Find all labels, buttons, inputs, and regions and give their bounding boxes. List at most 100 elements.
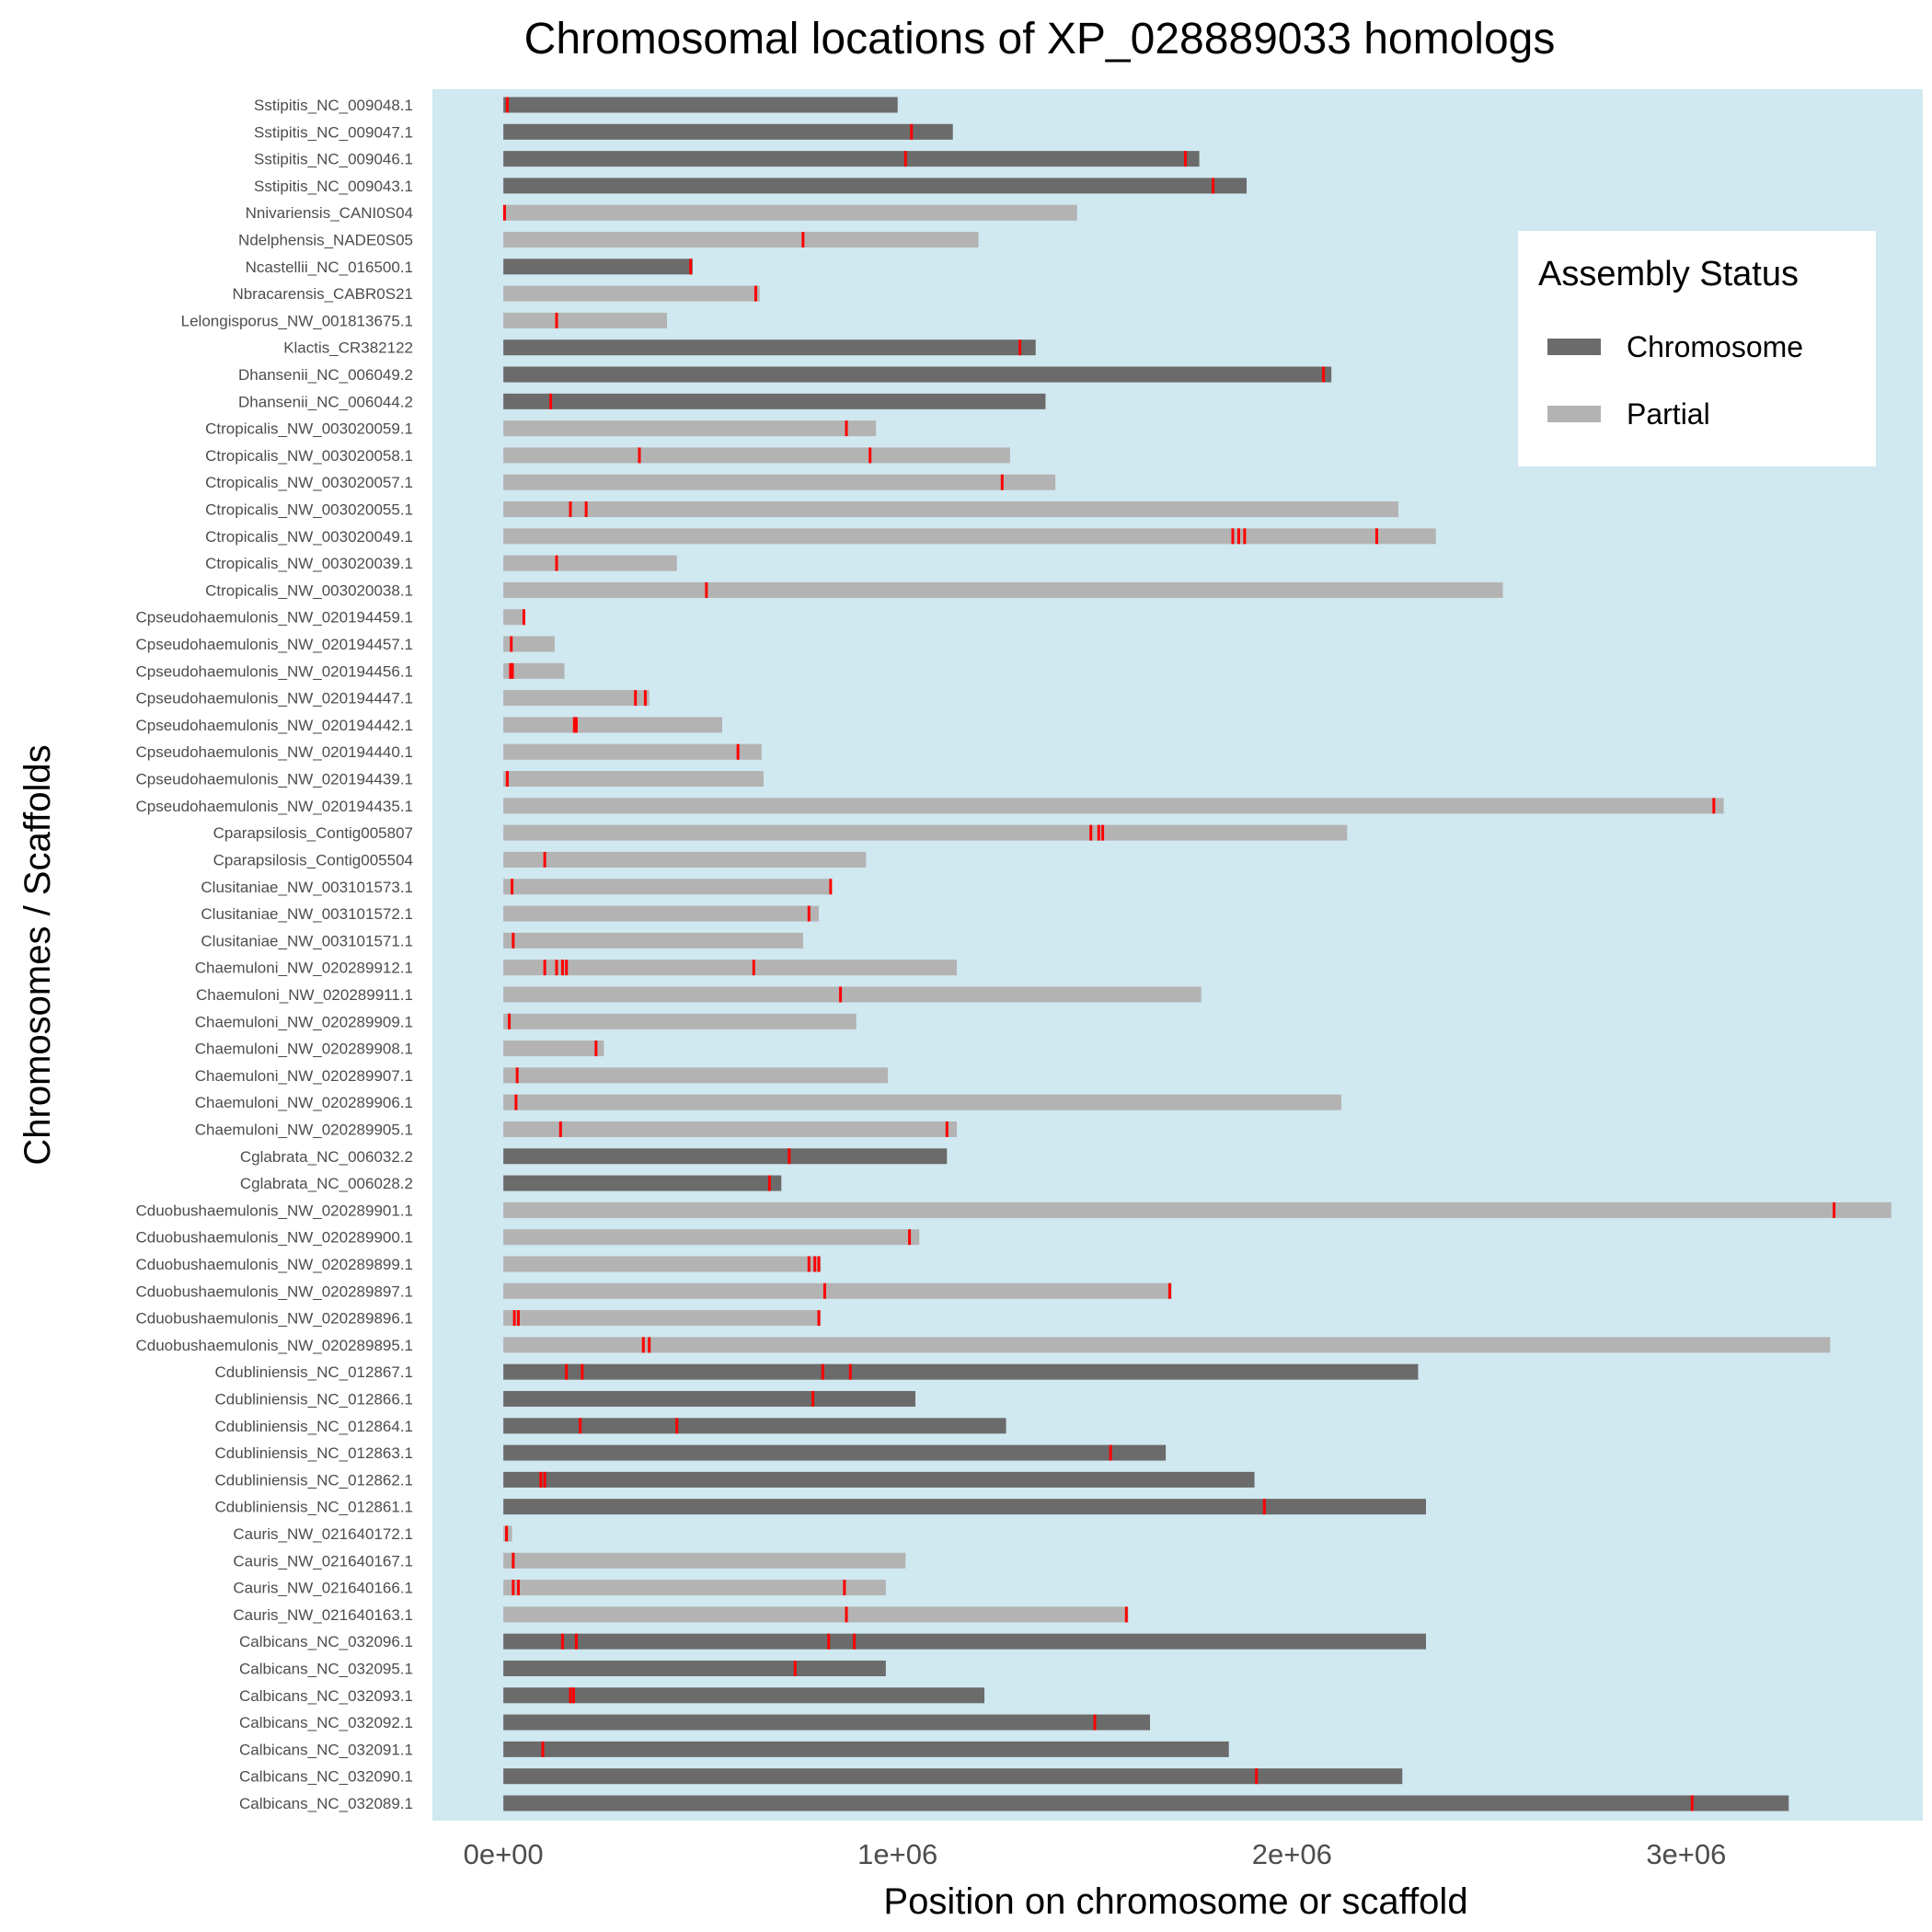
hit-marker-Calbicans_NC_032089.1-0	[1690, 1795, 1694, 1811]
hit-marker-Cdubliniensis_NC_012862.1-0	[539, 1471, 543, 1488]
bar-Sstipitis_NC_009046.1	[503, 151, 1200, 167]
bar-Cpseudohaemulonis_NW_020194442.1	[503, 717, 722, 733]
y-tick-label: Ctropicalis_NW_003020055.1	[205, 501, 413, 519]
hit-marker-Clusitaniae_NW_003101571.1-0	[512, 932, 515, 949]
bar-Cdubliniensis_NC_012862.1	[503, 1471, 1255, 1488]
y-tick-label: Calbicans_NC_032090.1	[239, 1768, 413, 1786]
y-tick-label: Calbicans_NC_032096.1	[239, 1633, 413, 1650]
y-tick-label: Cpseudohaemulonis_NW_020194456.1	[136, 662, 414, 680]
hit-marker-Calbicans_NC_032091.1-0	[541, 1741, 545, 1757]
hit-marker-Cduobushaemulonis_NW_020289896.1-2	[817, 1310, 821, 1327]
y-tick-label: Ctropicalis_NW_003020057.1	[205, 474, 413, 491]
hit-marker-Calbicans_NC_032096.1-0	[560, 1633, 564, 1650]
hit-marker-Cdubliniensis_NC_012862.1-1	[543, 1471, 546, 1488]
bar-Cdubliniensis_NC_012866.1	[503, 1390, 915, 1407]
bar-Sstipitis_NC_009048.1	[503, 97, 898, 113]
bar-Ctropicalis_NW_003020038.1	[503, 581, 1503, 598]
hit-marker-Cduobushaemulonis_NW_020289897.1-0	[822, 1282, 826, 1299]
hit-marker-Clusitaniae_NW_003101572.1-0	[807, 905, 811, 922]
hit-marker-Nbracarensis_CABR0S21-0	[753, 285, 757, 302]
y-tick-label: Cauris_NW_021640167.1	[233, 1552, 413, 1570]
hit-marker-Cpseudohaemulonis_NW_020194442.1-0	[572, 717, 576, 733]
bar-Cdubliniensis_NC_012867.1	[503, 1363, 1419, 1380]
y-tick-label: Nbracarensis_CABR0S21	[232, 285, 413, 303]
legend-label-partial: Partial	[1627, 397, 1710, 431]
hit-markers-layer	[502, 97, 1836, 1811]
hit-marker-Cduobushaemulonis_NW_020289899.1-0	[807, 1256, 811, 1272]
legend-title: Assembly Status	[1538, 255, 1799, 293]
y-tick-label: Cparapsilosis_Contig005504	[213, 851, 413, 868]
hit-marker-Cduobushaemulonis_NW_020289895.1-0	[641, 1337, 645, 1353]
hit-marker-Cpseudohaemulonis_NW_020194456.1-1	[511, 662, 514, 679]
hit-marker-Clusitaniae_NW_003101573.1-1	[829, 879, 833, 895]
legend-label-chromosome: Chromosome	[1627, 330, 1803, 363]
hit-marker-Cpseudohaemulonis_NW_020194459.1-0	[522, 609, 525, 626]
y-tick-label: Lelongisporus_NW_001813675.1	[181, 312, 413, 329]
bar-Ctropicalis_NW_003020055.1	[503, 501, 1398, 518]
hit-marker-Cduobushaemulonis_NW_020289897.1-1	[1167, 1282, 1171, 1299]
hit-marker-Cglabrata_NC_006032.2-0	[788, 1148, 791, 1165]
y-tick-label: Calbicans_NC_032091.1	[239, 1741, 413, 1758]
hit-marker-Ctropicalis_NW_003020055.1-1	[584, 501, 588, 518]
hit-marker-Cauris_NW_021640172.1-0	[505, 1525, 509, 1542]
bar-Ctropicalis_NW_003020049.1	[503, 528, 1436, 545]
hit-marker-Ctropicalis_NW_003020057.1-0	[1000, 474, 1004, 490]
y-tick-label: Cduobushaemulonis_NW_020289896.1	[136, 1310, 414, 1328]
bar-Dhansenii_NC_006049.2	[503, 366, 1332, 383]
bar-Nnivariensis_CANI0S04	[503, 204, 1077, 221]
bar-Cparapsilosis_Contig005504	[503, 851, 867, 868]
bar-Ncastellii_NC_016500.1	[503, 259, 693, 275]
hit-marker-Ctropicalis_NW_003020058.1-1	[868, 447, 872, 464]
hit-marker-Sstipitis_NC_009048.1-0	[505, 97, 509, 113]
x-tick-label: 1e+06	[857, 1838, 937, 1870]
bar-Dhansenii_NC_006044.2	[503, 393, 1046, 409]
bar-Cdubliniensis_NC_012863.1	[503, 1444, 1167, 1461]
y-tick-label: Chaemuloni_NW_020289905.1	[195, 1121, 413, 1138]
bar-Sstipitis_NC_009047.1	[503, 123, 953, 140]
bar-Cduobushaemulonis_NW_020289897.1	[503, 1282, 1172, 1299]
hit-marker-Cauris_NW_021640163.1-1	[1124, 1606, 1128, 1623]
y-tick-label: Chaemuloni_NW_020289912.1	[195, 960, 413, 977]
bar-Cpseudohaemulonis_NW_020194440.1	[503, 743, 762, 760]
hit-marker-Calbicans_NC_032090.1-0	[1255, 1768, 1259, 1785]
hit-marker-Calbicans_NC_032096.1-1	[574, 1633, 578, 1650]
hit-marker-Chaemuloni_NW_020289909.1-0	[508, 1013, 512, 1029]
hit-marker-Chaemuloni_NW_020289911.1-0	[839, 986, 843, 1003]
hit-marker-Ncastellii_NC_016500.1-0	[689, 259, 693, 275]
hit-marker-Chaemuloni_NW_020289905.1-1	[945, 1121, 949, 1137]
legend-swatch-chromosome	[1547, 339, 1601, 355]
bar-Calbicans_NC_032092.1	[503, 1714, 1150, 1731]
y-tick-label: Cpseudohaemulonis_NW_020194447.1	[136, 690, 414, 707]
bar-Cauris_NW_021640163.1	[503, 1606, 1129, 1623]
bar-Chaemuloni_NW_020289907.1	[503, 1067, 888, 1084]
y-tick-label: Cdubliniensis_NC_012866.1	[215, 1390, 413, 1408]
hit-marker-Cauris_NW_021640166.1-2	[843, 1580, 846, 1596]
y-tick-label: Cauris_NW_021640166.1	[233, 1580, 413, 1597]
hit-marker-Cparapsilosis_Contig005807-0	[1089, 824, 1093, 841]
hit-marker-Cdubliniensis_NC_012864.1-1	[675, 1418, 679, 1434]
hit-marker-Chaemuloni_NW_020289912.1-0	[543, 960, 546, 976]
bar-Calbicans_NC_032096.1	[503, 1633, 1426, 1650]
hit-marker-Sstipitis_NC_009046.1-1	[1184, 151, 1188, 167]
bar-Ctropicalis_NW_003020058.1	[503, 447, 1010, 464]
hit-marker-Nnivariensis_CANI0S04-0	[502, 204, 506, 221]
y-tick-label: Cduobushaemulonis_NW_020289900.1	[136, 1229, 414, 1247]
hit-marker-Calbicans_NC_032096.1-2	[827, 1633, 831, 1650]
bar-Cduobushaemulonis_NW_020289901.1	[503, 1202, 1892, 1218]
y-tick-label: Cdubliniensis_NC_012867.1	[215, 1363, 413, 1381]
hit-marker-Ctropicalis_NW_003020049.1-1	[1236, 528, 1240, 545]
y-tick-label: Ctropicalis_NW_003020059.1	[205, 420, 413, 438]
y-tick-label: Ncastellii_NC_016500.1	[246, 259, 413, 276]
bar-Cpseudohaemulonis_NW_020194459.1	[503, 609, 525, 626]
y-tick-label: Cpseudohaemulonis_NW_020194457.1	[136, 636, 414, 653]
hit-marker-Cpseudohaemulonis_NW_020194440.1-0	[736, 743, 740, 760]
bar-Cglabrata_NC_006032.2	[503, 1148, 948, 1165]
y-tick-label: Calbicans_NC_032093.1	[239, 1687, 413, 1705]
hit-marker-Cpseudohaemulonis_NW_020194457.1-0	[510, 636, 513, 652]
hit-marker-Chaemuloni_NW_020289912.1-1	[555, 960, 558, 976]
y-axis-label: Chromosomes / Scaffolds	[17, 744, 58, 1165]
chart-title: Chromosomal locations of XP_028889033 ho…	[524, 15, 1556, 63]
bar-Chaemuloni_NW_020289909.1	[503, 1013, 857, 1029]
y-tick-label: Cduobushaemulonis_NW_020289897.1	[136, 1282, 414, 1300]
